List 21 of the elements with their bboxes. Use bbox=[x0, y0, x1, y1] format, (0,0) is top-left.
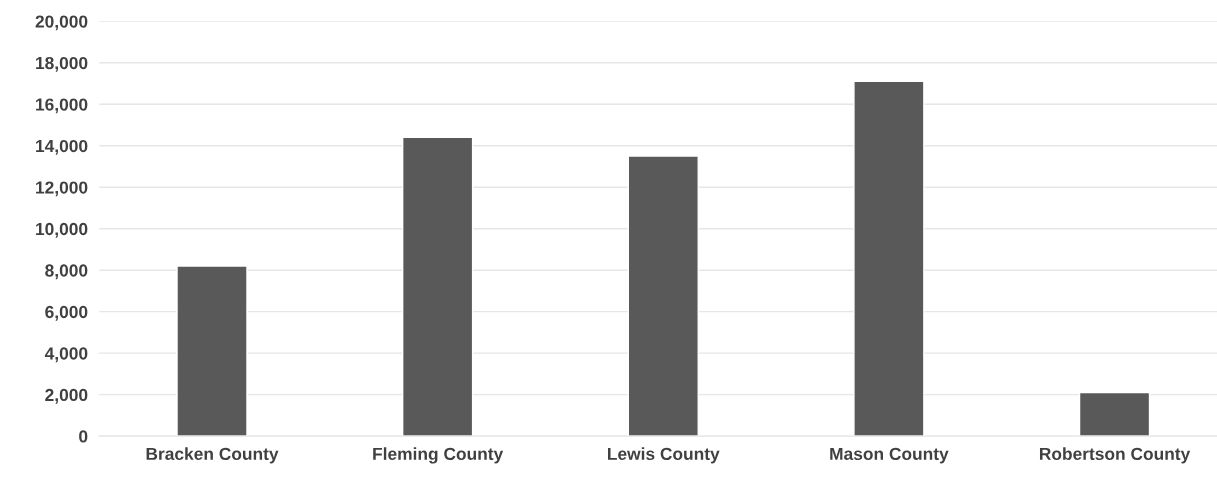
x-tick-label: Robertson County bbox=[1039, 447, 1191, 464]
y-tick-label: 0 bbox=[79, 430, 88, 443]
x-tick-label: Mason County bbox=[830, 447, 949, 464]
y-tick-label: 4,000 bbox=[44, 347, 88, 363]
bar bbox=[1078, 391, 1151, 437]
y-tick-label: 10,000 bbox=[36, 222, 88, 238]
y-tick-label: 20,000 bbox=[35, 15, 88, 31]
y-tick-label: 2,000 bbox=[45, 388, 88, 404]
bar bbox=[627, 155, 699, 437]
x-tick-label: Bracken County bbox=[146, 447, 279, 464]
y-tick-label: 8,000 bbox=[45, 264, 88, 280]
bar bbox=[853, 80, 925, 437]
y-tick-label: 18,000 bbox=[36, 56, 88, 72]
y-tick-label: 16,000 bbox=[36, 98, 88, 114]
bar bbox=[176, 265, 248, 437]
y-tick-label: 12,000 bbox=[36, 181, 88, 197]
x-tick-label: Fleming County bbox=[373, 447, 504, 464]
bar bbox=[401, 136, 474, 437]
y-tick-label: 6,000 bbox=[45, 305, 88, 321]
x-tick-label: Lewis County bbox=[608, 447, 720, 464]
y-tick-label: 14,000 bbox=[36, 139, 88, 155]
